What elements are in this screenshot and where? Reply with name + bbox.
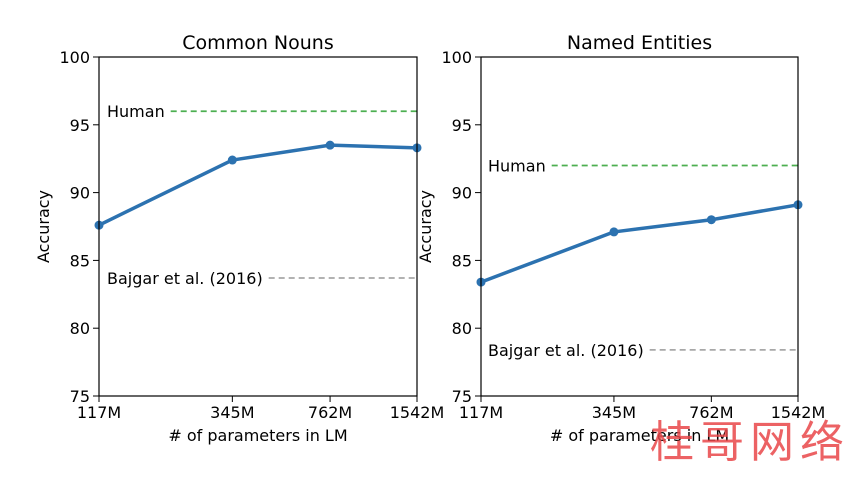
panel-1-ref-label-human: Human <box>107 102 165 121</box>
panel-2-data-point <box>706 215 716 225</box>
panel-2-x-axis-label: # of parameters in LM <box>550 426 729 445</box>
panel-1-y-tick-label: 100 <box>59 48 90 67</box>
panel-2-x-tick-label: 117M <box>459 403 503 422</box>
panel-1-y-tick-label: 85 <box>70 251 90 270</box>
panel-2-ref-label-human: Human <box>488 156 546 175</box>
panel-2-y-tick-label: 80 <box>452 319 472 338</box>
panel-1-x-tick-label: 345M <box>210 403 254 422</box>
panel-1-series-line <box>98 143 418 227</box>
watermark: 桂哥网络 <box>650 417 850 468</box>
panel-1-y-tick-label: 90 <box>70 184 90 203</box>
panel-1-x-axis-label: # of parameters in LM <box>168 426 347 445</box>
panel-2-y-tick-label: 85 <box>452 251 472 270</box>
panel-1-x-tick-label: 762M <box>308 403 352 422</box>
panel-2-data-point <box>609 227 619 237</box>
panel-2-y-tick-label: 95 <box>452 116 472 135</box>
panel-2-y-tick-label: 90 <box>452 184 472 203</box>
panel-1-y-tick-label: 80 <box>70 319 90 338</box>
panel-2-x-tick-label: 1542M <box>771 403 826 422</box>
panel-1-title: Common Nouns <box>182 32 333 54</box>
panel-2-axes-frame <box>480 56 799 397</box>
panel-2-y-tick-label: 100 <box>441 48 472 67</box>
panel-2-title: Named Entities <box>567 32 712 54</box>
panel-2-ref-label-bajgar: Bajgar et al. (2016) <box>488 341 644 360</box>
panel-1-axes-frame <box>98 56 418 397</box>
panel-1-ref-label-bajgar: Bajgar et al. (2016) <box>107 269 263 288</box>
panel-1-y-tick-label: 75 <box>70 387 90 406</box>
panel-2-series-line <box>480 203 799 284</box>
panel-1-data-point <box>227 155 237 165</box>
panel-1-x-tick-label: 117M <box>77 403 121 422</box>
panel-1-y-tick-label: 95 <box>70 116 90 135</box>
panel-2-x-tick-label: 345M <box>592 403 636 422</box>
panel-2-x-tick-label: 762M <box>689 403 733 422</box>
panel-2-y-axis-label: Accuracy <box>416 190 435 263</box>
panel-1-y-axis-label: Accuracy <box>34 190 53 263</box>
panel-1-x-tick-label: 1542M <box>390 403 445 422</box>
panel-1-data-point <box>325 140 335 150</box>
panel-2-y-tick-label: 75 <box>452 387 472 406</box>
